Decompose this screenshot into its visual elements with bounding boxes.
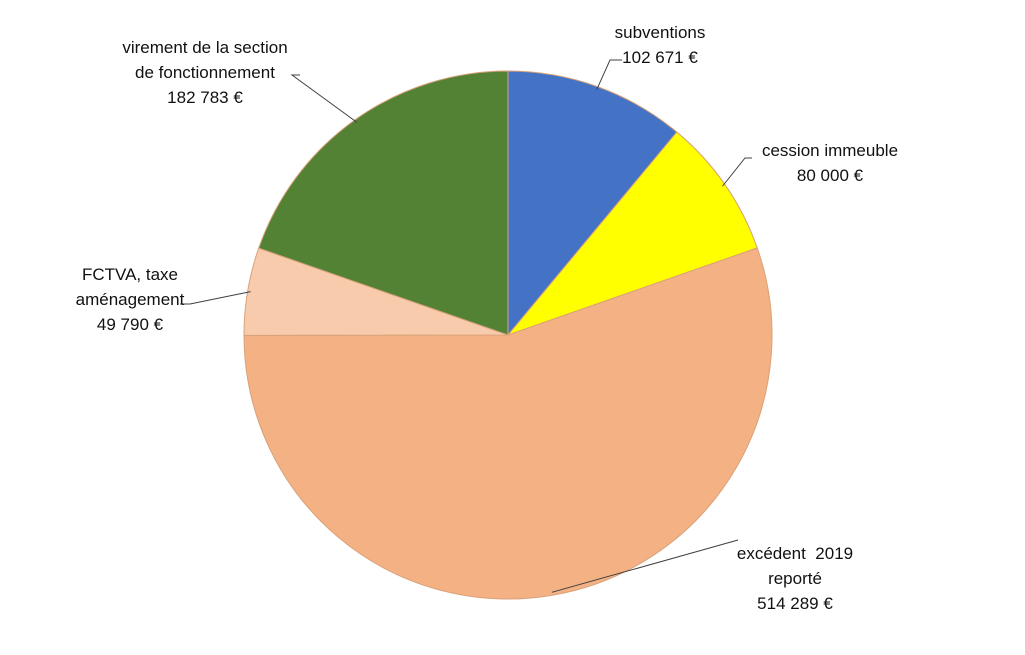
leader-line [551, 539, 739, 593]
slice-virement-section [258, 70, 509, 336]
leader-line [722, 157, 752, 187]
slice-value-label: 514 289 € [757, 594, 833, 613]
slice-label-line: excédent 2019 [736, 544, 854, 563]
label-cession-immeuble: cession immeuble 80 000 € [735, 138, 925, 188]
slice-label-line: subventions [614, 23, 706, 42]
slice-excedent-2019 [243, 247, 773, 600]
label-excedent-2019: excédent 2019 reporté 514 289 € [720, 541, 870, 616]
slice-value-label: 102 671 € [622, 48, 698, 67]
label-virement-section: virement de la section de fonctionnement… [100, 35, 310, 110]
slice-label-line: de fonctionnement [135, 63, 275, 82]
pie-slices [243, 70, 773, 600]
leader-line [290, 74, 358, 123]
slice-value-label: 49 790 € [96, 315, 164, 334]
label-subventions: subventions 102 671 € [585, 20, 735, 70]
slice-label-line: aménagement [75, 290, 185, 309]
label-fctva-taxe: FCTVA, taxe aménagement 49 790 € [55, 262, 205, 337]
slice-label-line: FCTVA, taxe [81, 265, 179, 284]
slice-label-line: cession immeuble [761, 141, 899, 160]
leader-line [180, 291, 251, 305]
slice-value-label: 80 000 € [796, 166, 864, 185]
leader-line [596, 59, 622, 90]
slice-label-line: virement de la section [122, 38, 288, 57]
slice-cession-immeuble [506, 131, 758, 337]
slice-value-label: 182 783 € [167, 88, 243, 107]
slice-label-line: reporté [768, 569, 822, 588]
leader-lines [180, 59, 752, 593]
